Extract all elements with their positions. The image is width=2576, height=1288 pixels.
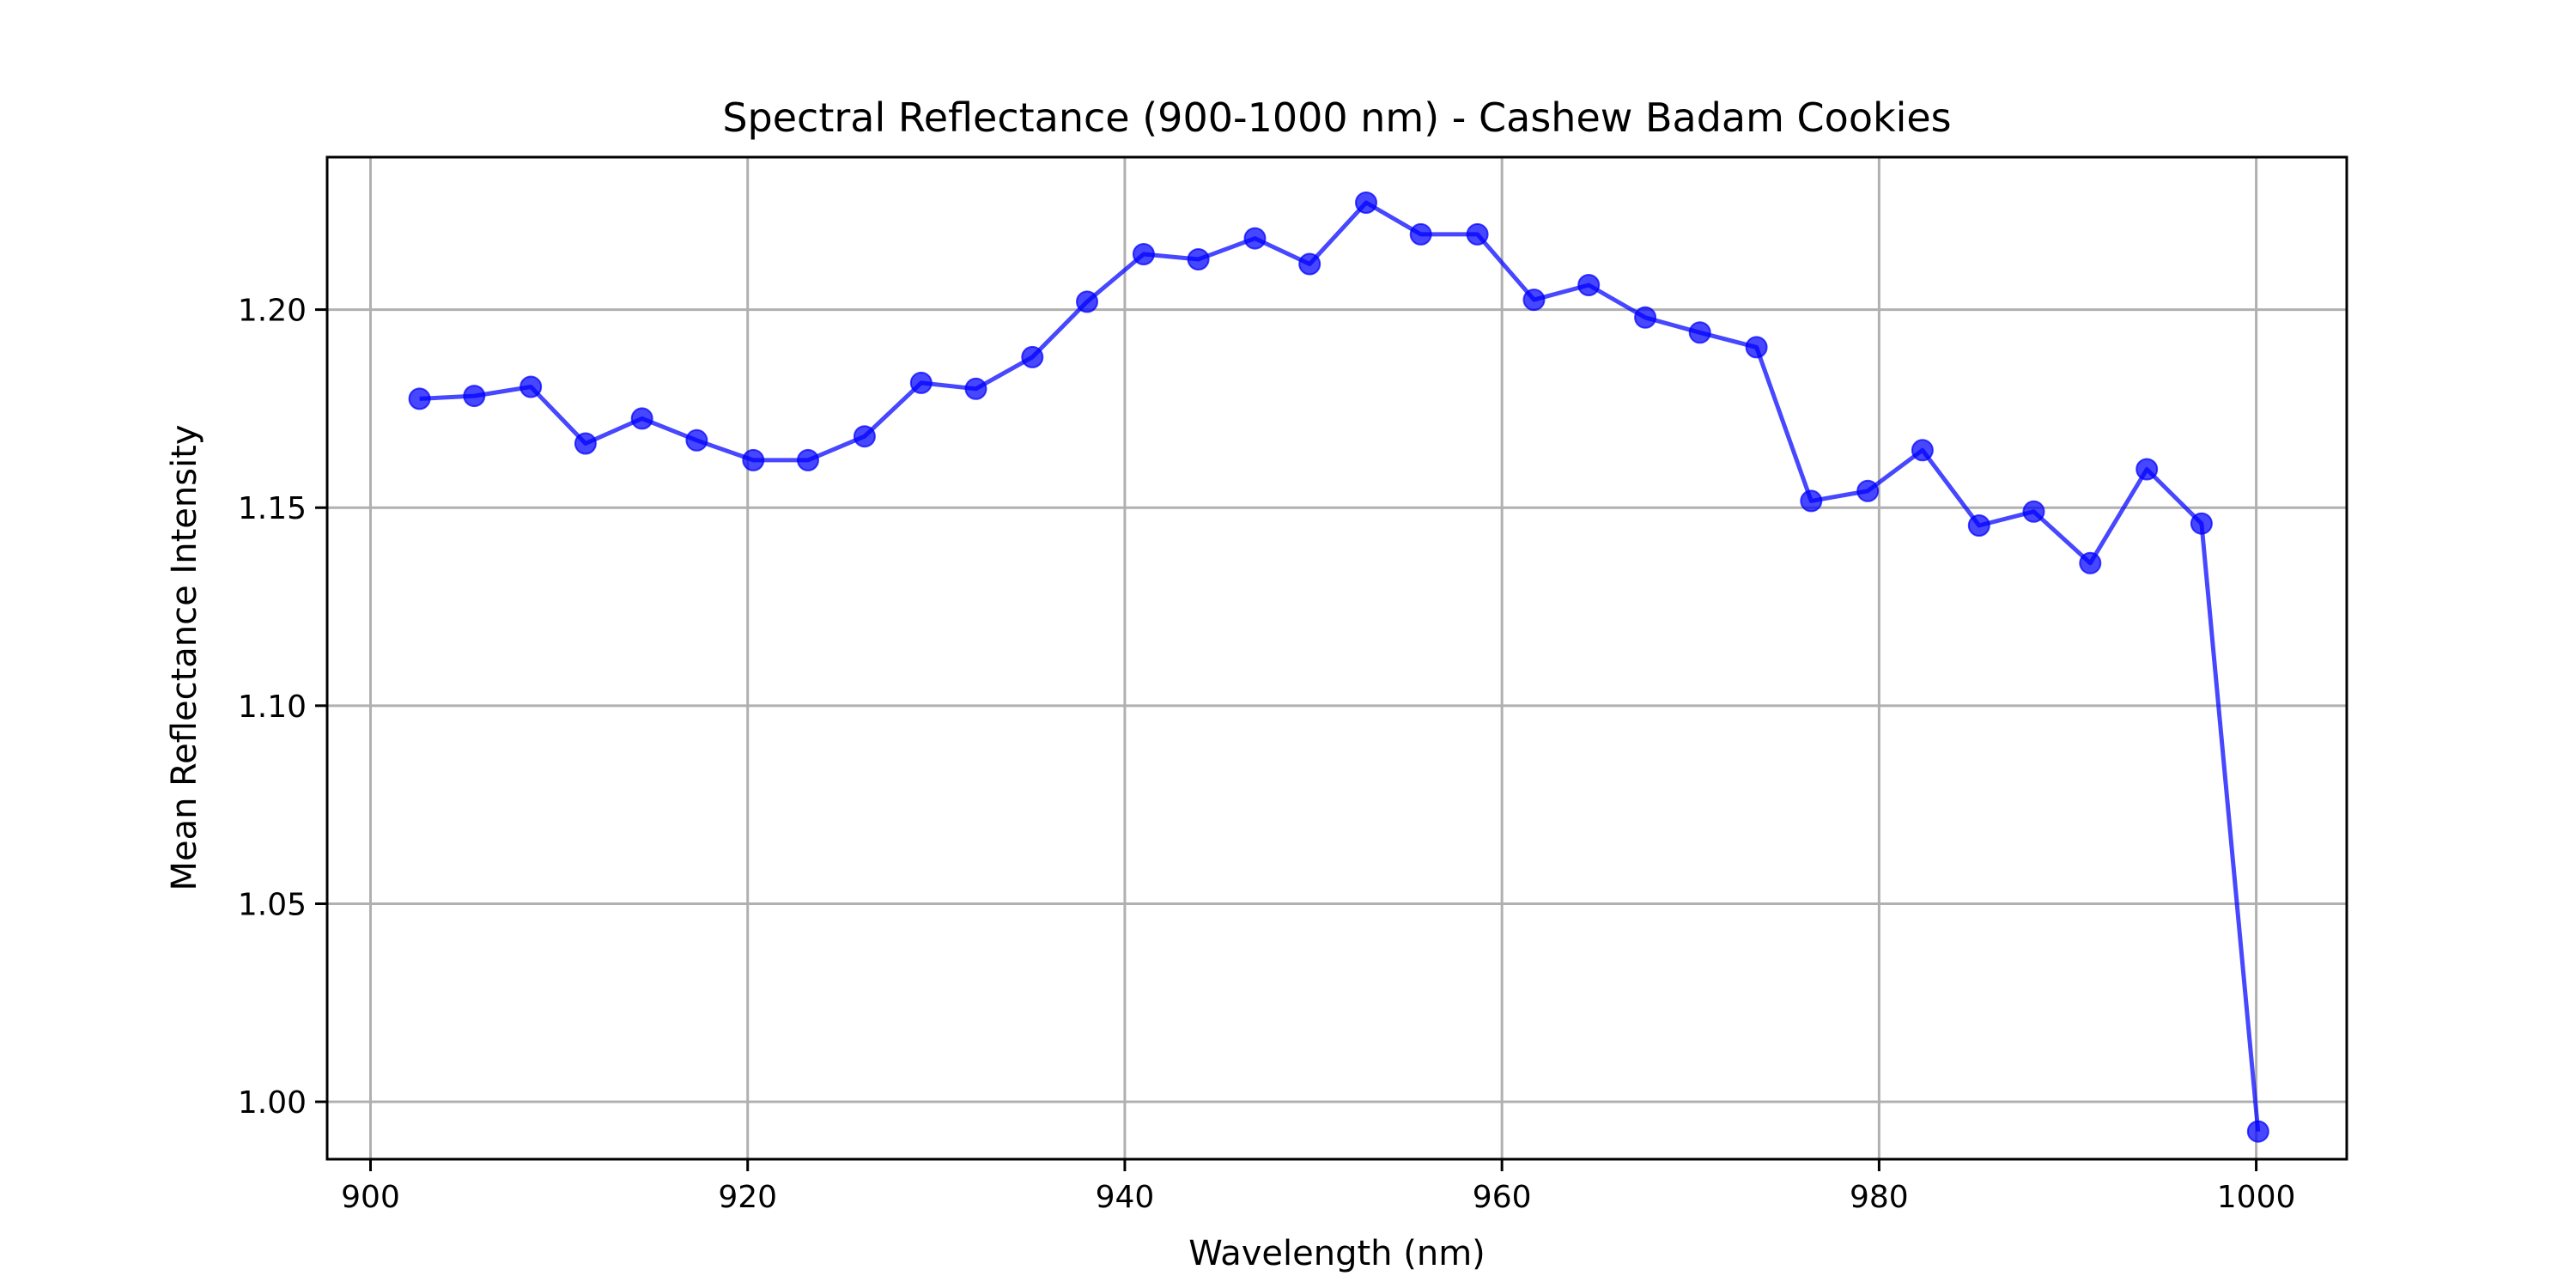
data-point [2136, 458, 2159, 481]
grid-lines [327, 157, 2347, 1159]
data-point [742, 448, 765, 471]
y-tick-label: 1.00 [238, 1085, 307, 1121]
data-point [1634, 306, 1657, 329]
data-point [463, 385, 486, 408]
data-point [1187, 248, 1210, 270]
data-point [964, 377, 987, 400]
data-point [1522, 289, 1546, 312]
data-point [1688, 321, 1711, 344]
chart-title: Spectral Reflectance (900-1000 nm) - Cas… [722, 94, 1951, 141]
data-point [2079, 551, 2102, 574]
data-point [1856, 479, 1880, 502]
data-point [1355, 191, 1377, 214]
data-point [1745, 336, 1768, 359]
data-point [519, 375, 543, 398]
y-axis-label: Mean Reflectance Intensity [165, 424, 204, 890]
series-line [419, 200, 2261, 1132]
data-point [408, 387, 431, 410]
data-series [408, 191, 2269, 1143]
y-tick-label: 1.05 [238, 887, 307, 922]
data-point [1967, 514, 1990, 537]
data-point [1298, 252, 1321, 276]
data-point [853, 425, 876, 448]
data-point [909, 371, 933, 394]
y-tick-label: 1.10 [238, 690, 307, 725]
axis-ticks: 900 920 940 960 980 1000 1.00 1.05 1.10 1.15 1.20 [238, 294, 2296, 1215]
data-point [1577, 274, 1601, 296]
data-point [685, 428, 708, 452]
data-point [1132, 243, 1155, 265]
data-point [797, 448, 819, 471]
x-tick-label: 920 [718, 1180, 777, 1215]
data-point [574, 432, 597, 455]
data-point [1076, 290, 1098, 313]
data-point [1409, 222, 1432, 246]
data-point [1800, 489, 1823, 513]
x-tick-label: 940 [1096, 1180, 1155, 1215]
y-tick-label: 1.20 [238, 294, 307, 329]
data-point [2022, 500, 2045, 523]
data-point [630, 407, 653, 430]
data-point [1466, 222, 1489, 246]
data-point [2190, 512, 2213, 535]
x-tick-label: 1000 [2217, 1180, 2296, 1215]
y-tick-label: 1.15 [238, 491, 307, 526]
data-point [1021, 345, 1044, 368]
data-point [1243, 227, 1267, 250]
x-axis-label: Wavelength (nm) [1188, 1234, 1485, 1273]
x-tick-label: 980 [1850, 1180, 1909, 1215]
data-point [1911, 439, 1934, 462]
plot-area-frame [325, 155, 2348, 1161]
x-tick-label: 900 [341, 1180, 400, 1215]
x-tick-label: 960 [1473, 1180, 1532, 1215]
data-point [2246, 1120, 2269, 1143]
